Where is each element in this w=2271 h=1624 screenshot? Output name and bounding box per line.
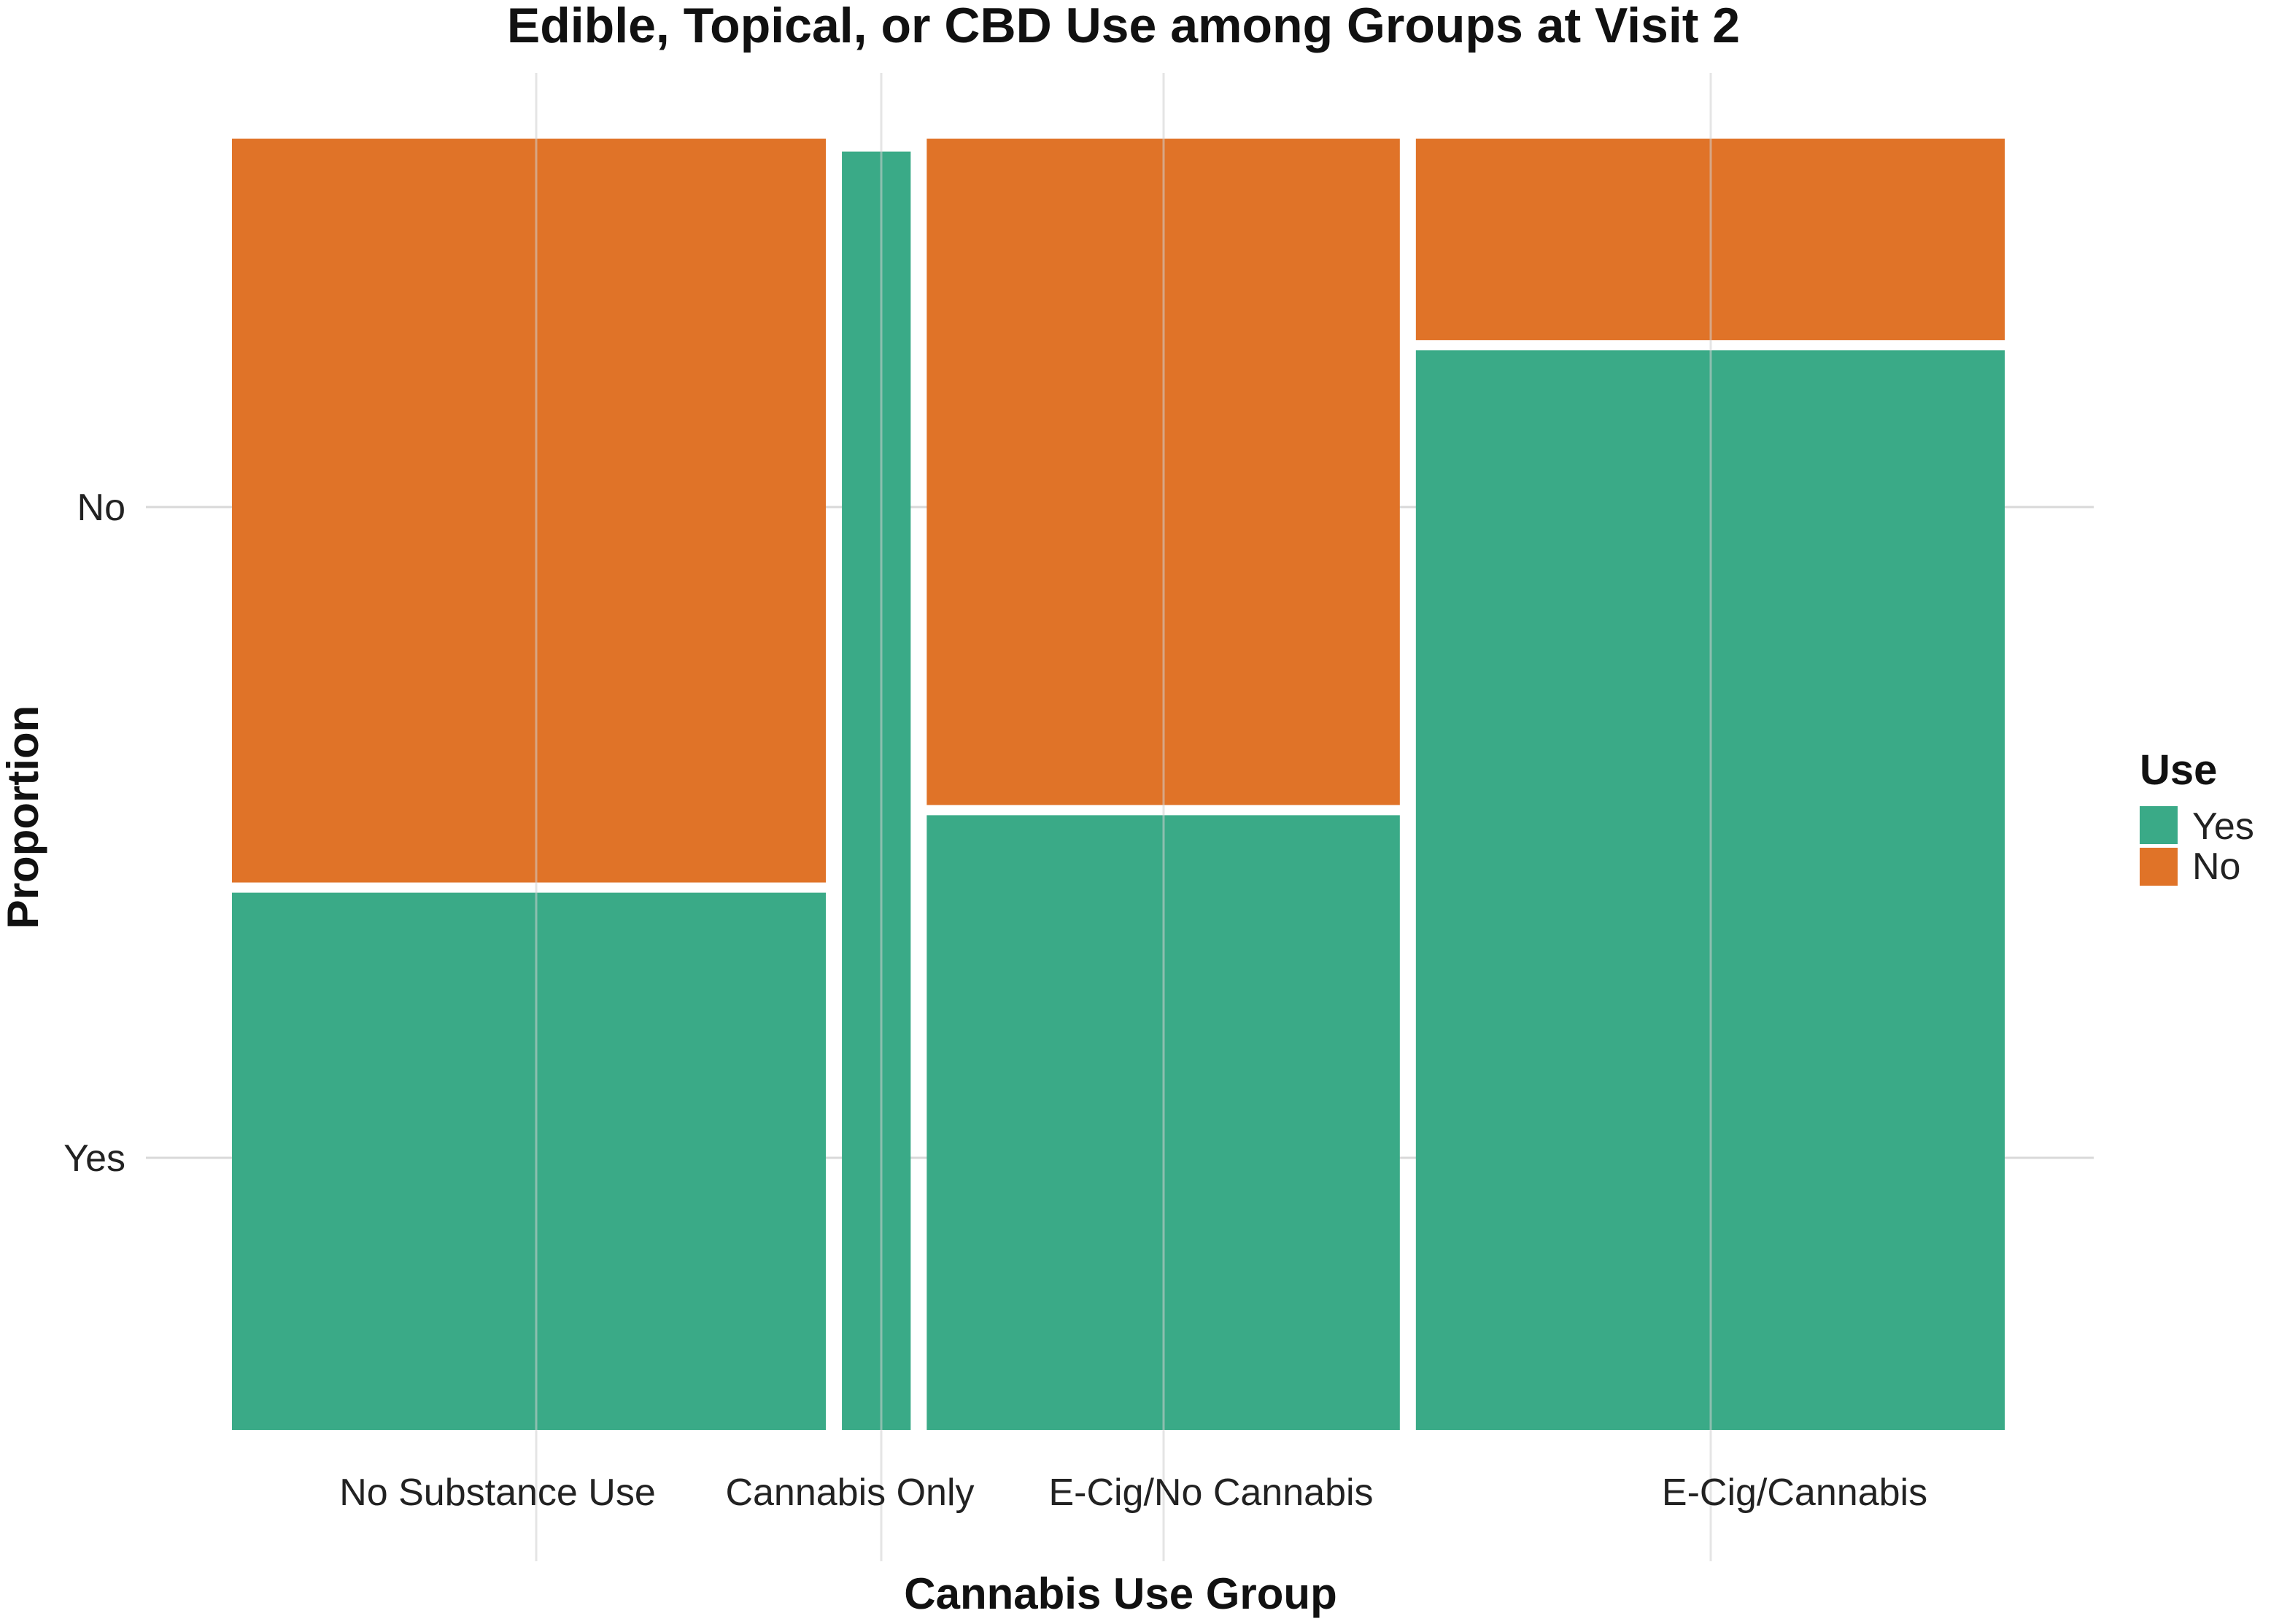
tile-yes-no-substance-use — [232, 892, 827, 1430]
x-tick-label-no-substance-use: No Substance Use — [339, 1472, 656, 1514]
x-tick-label-cannabis-only: Cannabis Only — [725, 1472, 974, 1514]
legend-swatch-yes — [2140, 806, 2178, 844]
x-axis-title: Cannabis Use Group — [904, 1569, 1336, 1618]
chart-title: Edible, Topical, or CBD Use among Groups… — [507, 0, 1740, 53]
legend-title: Use — [2140, 746, 2217, 794]
legend: Use Yes No — [2140, 746, 2254, 888]
x-tick-label-e-cig-no-cannabis: E-Cig/No Cannabis — [1048, 1472, 1373, 1514]
y-tick-label-yes: Yes — [63, 1137, 125, 1180]
mosaic-tiles — [232, 73, 2005, 1561]
legend-label-no: No — [2192, 846, 2240, 888]
legend-swatch-no — [2140, 848, 2178, 886]
y-tick-label-no: No — [77, 487, 125, 529]
tile-yes-cannabis-only — [842, 151, 911, 1431]
legend-label-yes: Yes — [2192, 805, 2254, 848]
y-axis-title: Proportion — [0, 705, 47, 929]
x-tick-labels: No Substance Use Cannabis Only E-Cig/No Ca… — [339, 1472, 1927, 1514]
x-tick-label-e-cig-cannabis: E-Cig/Cannabis — [1662, 1472, 1927, 1514]
tile-no-no-substance-use — [232, 139, 827, 883]
